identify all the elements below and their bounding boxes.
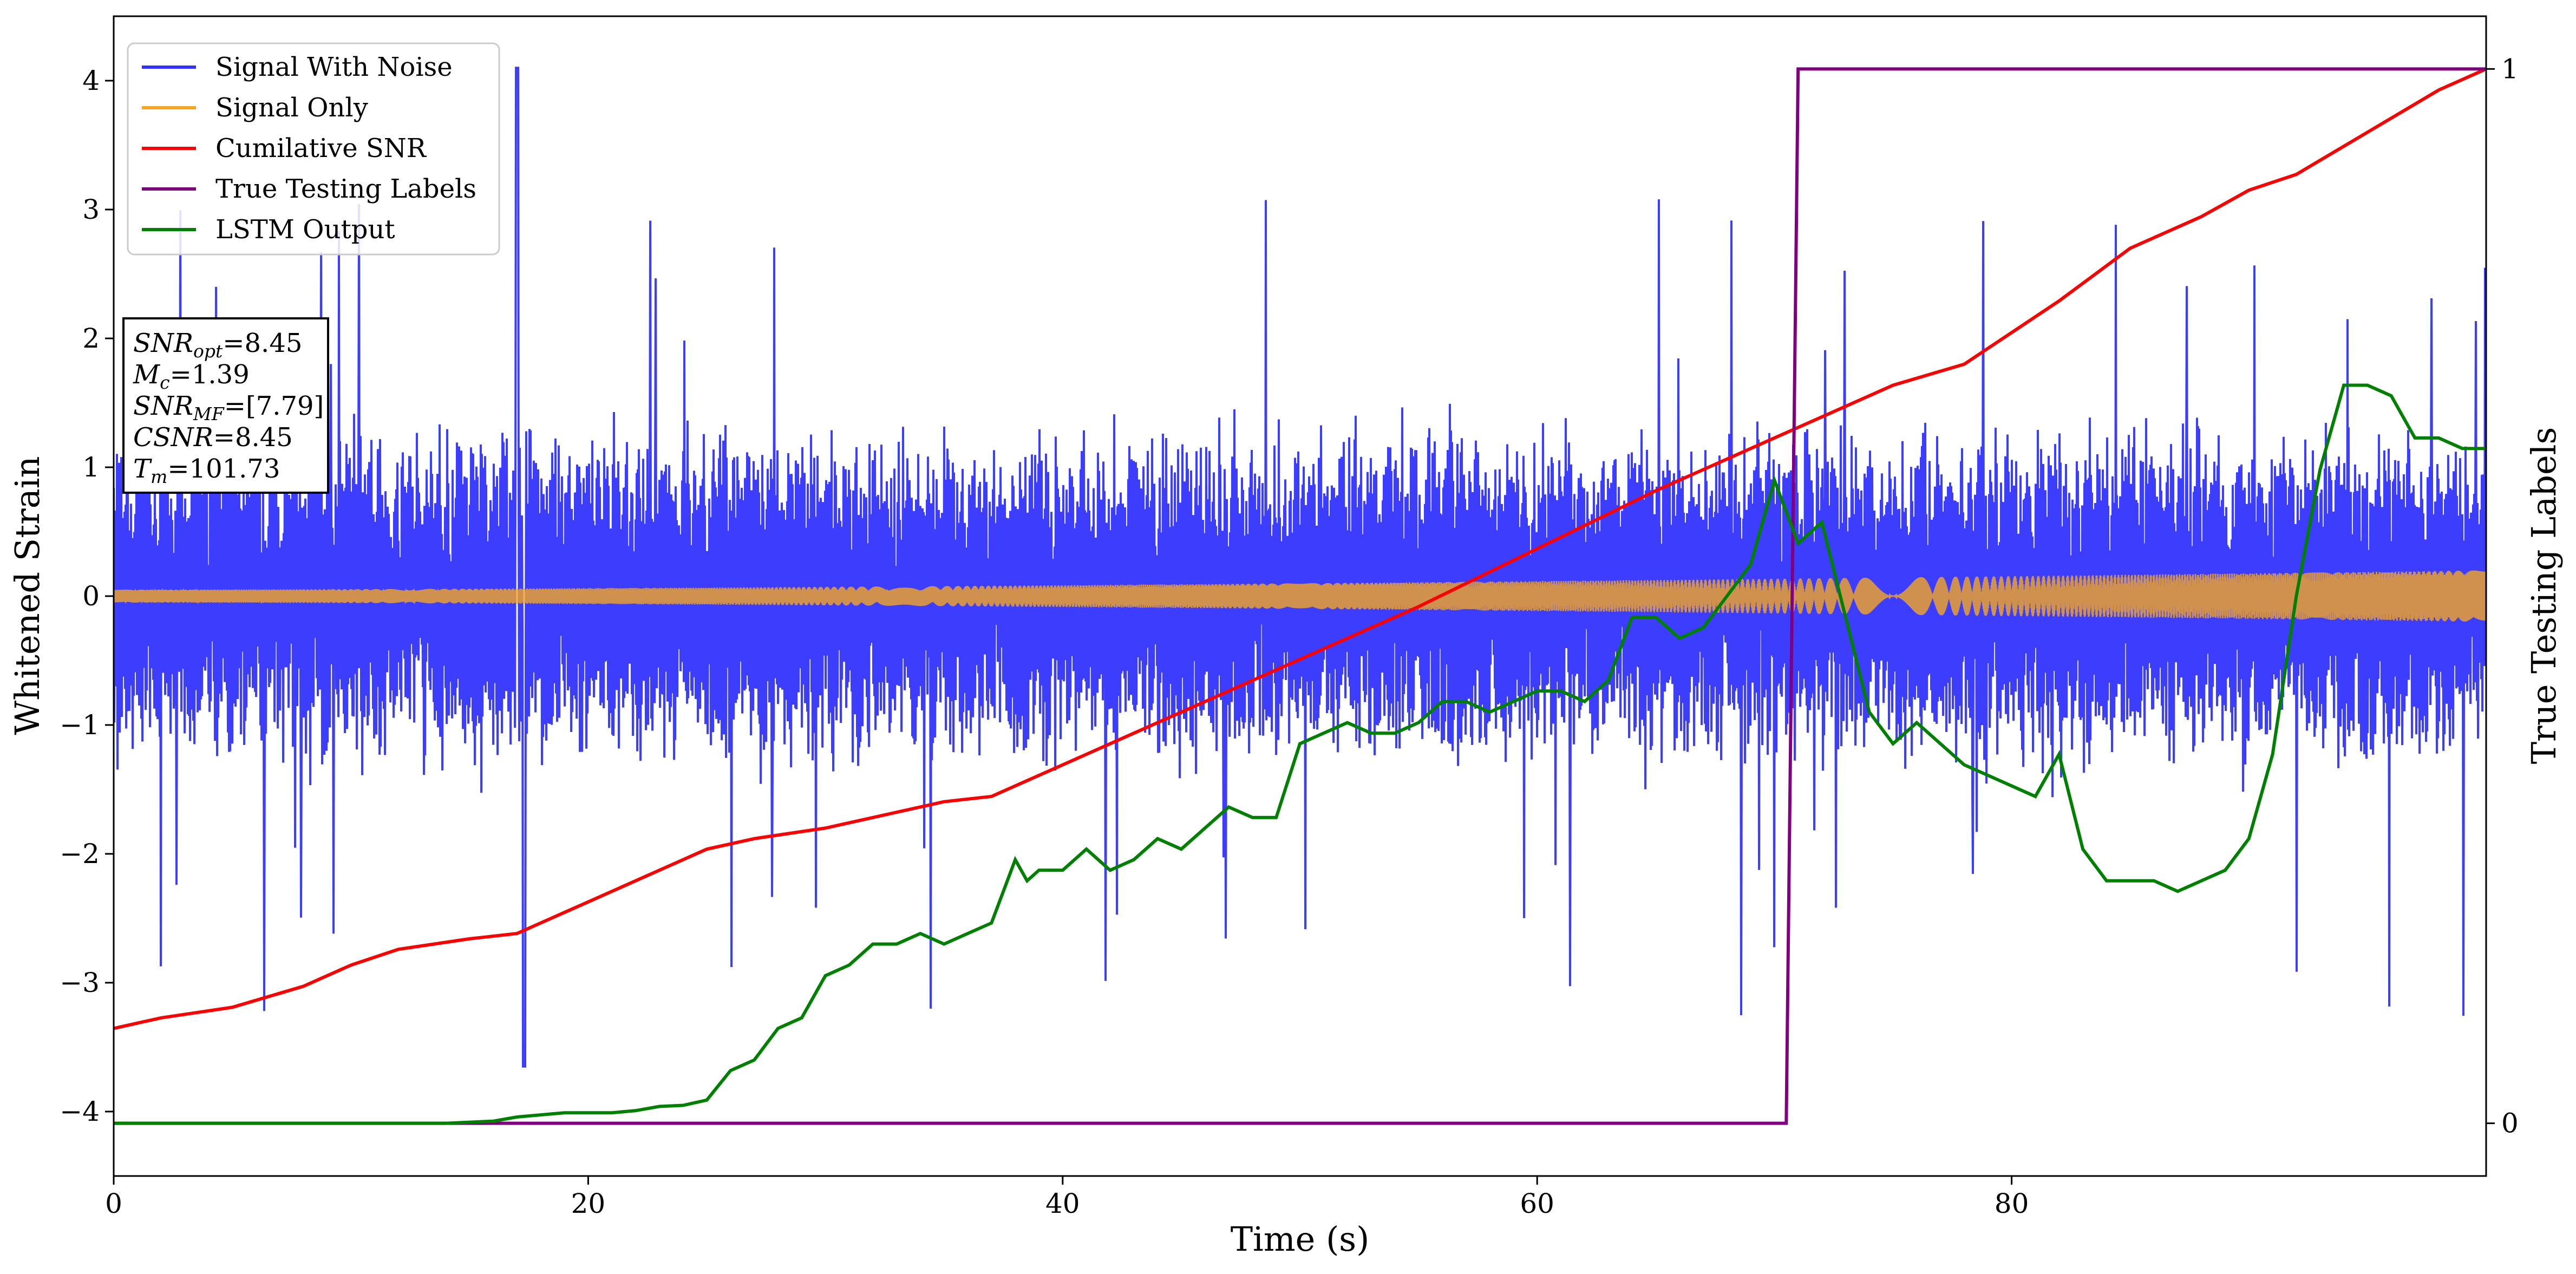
annotation-tm-value: =101.73 [167, 454, 280, 484]
y-tick-label: 0 [82, 580, 100, 612]
series-signal-only [114, 570, 2486, 622]
annotation-box [122, 317, 329, 494]
legend-label-true-testing-labels: True Testing Labels [215, 174, 476, 204]
legend-entries: Signal With Noise Signal Only Cumilative S… [142, 52, 476, 245]
plot-series [114, 67, 2486, 1125]
annotation-snr-mf-value: =[7.79] [224, 391, 324, 421]
annotation-mc-value: =1.39 [170, 360, 250, 390]
annotation-snr-opt: SNRopt=8.45 [133, 328, 302, 362]
x-tick-label: 40 [1045, 1188, 1080, 1219]
series-cumilative-snr [114, 67, 2486, 1030]
y-tick-label: 3 [82, 194, 100, 225]
legend-label-cumilative-snr: Cumilative SNR [215, 133, 427, 164]
y-right-axis-ticks: 01 [2486, 53, 2519, 1139]
y-tick-label: −1 [60, 709, 100, 741]
annotation-tm-sub: m [151, 466, 167, 487]
x-axis-label: Time (s) [1231, 1219, 1370, 1259]
annotation-tm: Tm=101.73 [133, 454, 280, 487]
annotation-csnr-value: =8.45 [213, 422, 293, 453]
y-tick-label: 1 [82, 452, 100, 483]
series-true-testing-labels [114, 67, 2486, 1125]
legend-label-lstm-output: LSTM Output [215, 214, 395, 245]
legend-box [127, 42, 500, 256]
annotation-mc-base: M [133, 360, 161, 390]
annotation-mc: Mc=1.39 [133, 360, 250, 393]
y-right-tick-label: 0 [2501, 1108, 2519, 1139]
x-tick-label: 20 [571, 1188, 606, 1219]
series-lstm-output [114, 383, 2486, 1125]
y-tick-label: 2 [82, 323, 100, 354]
annotation-csnr: CSNR=8.45 [133, 422, 293, 453]
annotation-snr-mf: SNRMF=[7.79] [133, 391, 324, 424]
annotation-snr-opt-value: =8.45 [223, 328, 302, 358]
x-tick-label: 80 [1995, 1188, 2029, 1219]
annotation-tm-base: T [133, 454, 152, 484]
parameter-annotation: SNRopt=8.45 Mc=1.39 SNRMF=[7.79] CSNR=8.… [122, 317, 329, 494]
x-axis-ticks: 0 20 40 60 80 [105, 1176, 2029, 1219]
annotation-mc-sub: c [160, 372, 169, 393]
annotation-snr-mf-sub: MF [193, 403, 225, 424]
y-tick-label: 4 [82, 65, 100, 96]
legend: Signal With Noise Signal Only Cumilative S… [127, 42, 500, 256]
y-tick-label: −2 [60, 838, 100, 870]
y-right-axis-label: True Testing Labels [2524, 427, 2564, 765]
x-tick-label: 60 [1520, 1188, 1554, 1219]
y-tick-label: −4 [60, 1096, 100, 1127]
annotation-csnr-base: CSNR [133, 422, 213, 453]
x-tick-label: 0 [105, 1188, 122, 1219]
legend-label-signal-only: Signal Only [215, 93, 368, 123]
series-signal-with-noise [114, 67, 2486, 1068]
annotation-snr-mf-base: SNR [133, 391, 193, 421]
y-axis-label: Whitened Strain [8, 456, 47, 735]
y-tick-label: −3 [60, 967, 100, 998]
annotation-snr-opt-sub: opt [193, 341, 223, 362]
annotation-snr-opt-base: SNR [133, 328, 193, 358]
y-axis-ticks: −4 −3 −2 −1 0 1 2 3 4 [60, 65, 114, 1127]
y-right-tick-label: 1 [2501, 53, 2519, 84]
legend-label-signal-with-noise: Signal With Noise [215, 52, 453, 82]
